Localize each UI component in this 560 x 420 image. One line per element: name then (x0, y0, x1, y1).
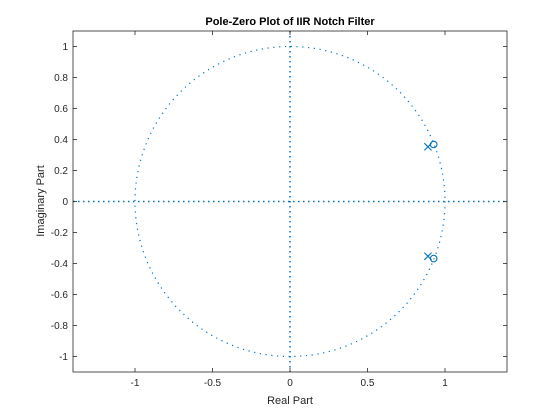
y-tick-label: 0.4 (54, 135, 68, 146)
unit-circle-layer (134, 45, 446, 358)
x-tick-label: 0.5 (361, 378, 375, 389)
y-tick-label: -1 (59, 352, 68, 363)
y-tick-label: 0.2 (54, 166, 68, 177)
y-tick-label: -0.2 (51, 228, 69, 239)
pole-marker (423, 142, 432, 151)
chart-title: Pole-Zero Plot of IIR Notch Filter (205, 16, 375, 28)
x-axis-label: Real Part (267, 395, 313, 407)
x-tick-label: 0 (287, 378, 293, 389)
y-tick-label: -0.4 (51, 259, 69, 270)
unit-circle (134, 45, 446, 358)
x-tick-label: -1 (131, 378, 140, 389)
y-tick-label: -0.6 (51, 290, 69, 301)
y-axis-label: Imaginary Part (35, 165, 47, 237)
y-tick-label: -0.8 (51, 321, 69, 332)
y-axis-ticks: -1 -0.8 -0.6 -0.4 -0.2 0 0.2 0.4 0.6 0.8 1 (51, 42, 507, 363)
data-marks (423, 140, 438, 263)
y-tick-label: 0 (62, 197, 68, 208)
y-tick-label: 0.8 (54, 73, 68, 84)
x-axis-ticks: -1 -0.5 0 0.5 1 (131, 31, 448, 389)
x-tick-label: 1 (442, 378, 448, 389)
pole-marker (423, 252, 432, 261)
y-tick-label: 0.6 (54, 104, 68, 115)
y-tick-label: 1 (62, 42, 68, 53)
x-tick-label: -0.5 (204, 378, 222, 389)
guide-lines (73, 31, 507, 372)
